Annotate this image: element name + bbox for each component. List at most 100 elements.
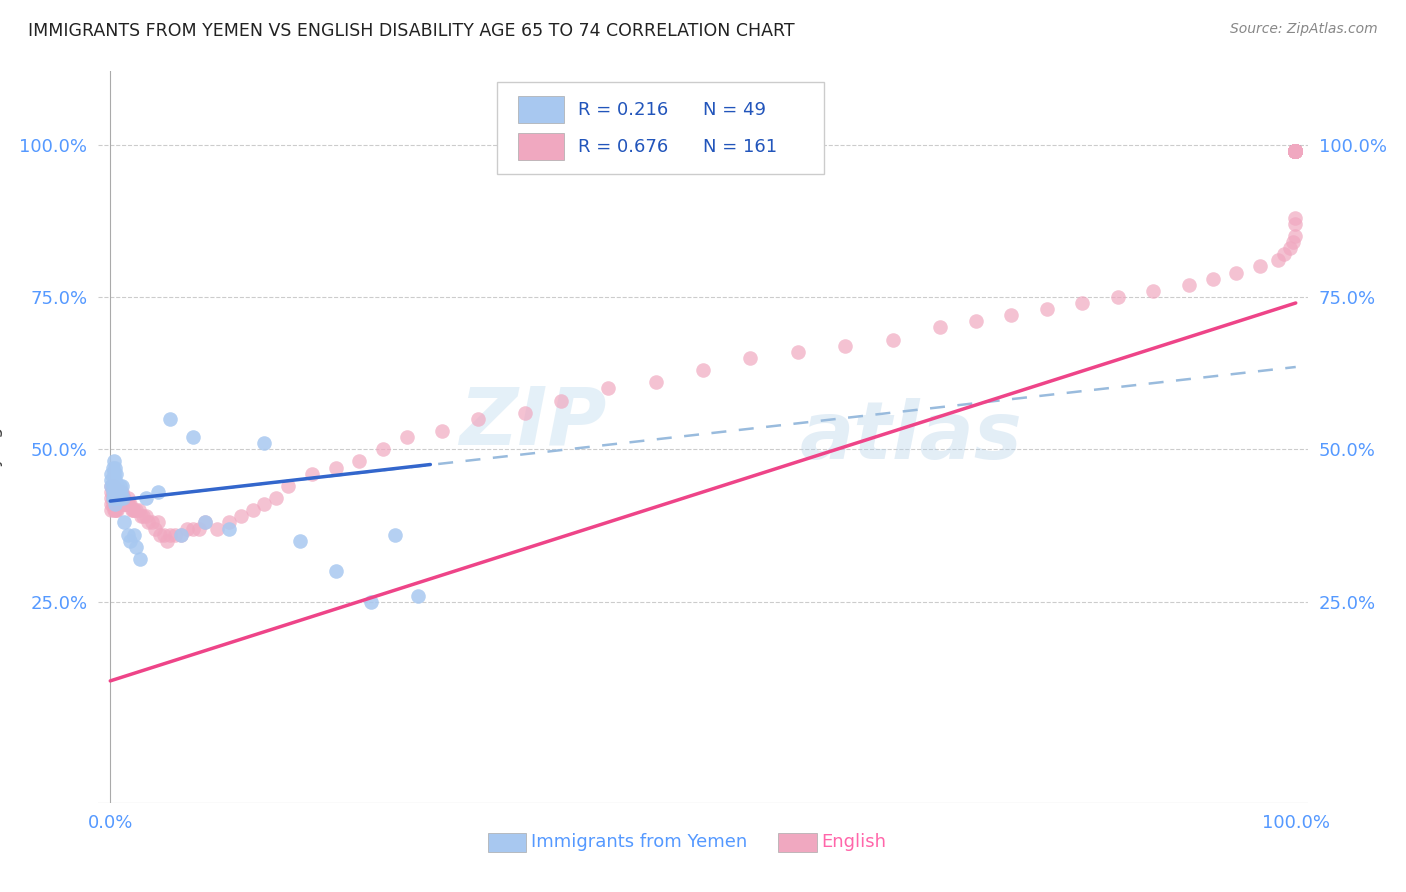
Point	[101, 497, 124, 511]
Point	[104, 460, 127, 475]
Point	[105, 491, 128, 505]
Point	[105, 485, 128, 500]
Point	[100, 467, 122, 481]
Point	[105, 485, 128, 500]
Point	[598, 381, 620, 395]
Y-axis label: Disability Age 65 to 74: Disability Age 65 to 74	[0, 334, 3, 540]
Point	[122, 503, 145, 517]
Point	[108, 479, 131, 493]
Point	[103, 503, 125, 517]
Point	[1284, 144, 1306, 158]
Point	[205, 521, 228, 535]
Point	[105, 503, 128, 517]
Point	[1284, 144, 1306, 158]
Point	[1284, 144, 1306, 158]
Point	[181, 430, 204, 444]
FancyBboxPatch shape	[498, 82, 824, 174]
Point	[1178, 277, 1201, 292]
Point	[1284, 144, 1306, 158]
Point	[152, 527, 174, 541]
FancyBboxPatch shape	[488, 833, 526, 852]
Point	[135, 509, 157, 524]
Point	[114, 497, 136, 511]
Point	[1284, 144, 1306, 158]
Point	[105, 479, 128, 493]
Point	[103, 491, 125, 505]
Point	[146, 516, 169, 530]
Point	[1000, 308, 1022, 322]
Point	[115, 497, 138, 511]
Point	[1071, 296, 1094, 310]
Point	[1284, 144, 1306, 158]
Point	[1284, 144, 1306, 158]
Point	[159, 412, 181, 426]
Point	[288, 533, 311, 548]
Point	[105, 467, 128, 481]
Text: R = 0.216: R = 0.216	[578, 101, 669, 119]
Point	[176, 521, 198, 535]
Point	[122, 527, 145, 541]
Point	[101, 479, 124, 493]
Point	[1284, 144, 1306, 158]
Point	[1284, 144, 1306, 158]
Point	[1284, 144, 1306, 158]
Point	[105, 497, 128, 511]
Point	[1284, 144, 1306, 158]
Point	[107, 491, 129, 505]
Point	[117, 497, 139, 511]
Point	[107, 485, 129, 500]
Point	[120, 497, 142, 511]
Point	[1284, 144, 1306, 158]
Point	[112, 491, 135, 505]
Point	[1142, 284, 1164, 298]
Point	[103, 485, 125, 500]
Point	[1284, 144, 1306, 158]
Point	[100, 497, 122, 511]
Point	[121, 503, 143, 517]
Point	[111, 485, 134, 500]
Point	[107, 497, 129, 511]
Point	[194, 516, 217, 530]
Point	[101, 491, 124, 505]
Point	[105, 491, 128, 505]
Point	[1284, 144, 1306, 158]
Point	[146, 485, 169, 500]
Point	[1284, 144, 1306, 158]
Point	[125, 540, 148, 554]
Point	[253, 497, 276, 511]
Point	[135, 491, 157, 505]
Point	[125, 503, 148, 517]
Point	[110, 485, 132, 500]
Point	[229, 509, 252, 524]
Point	[105, 491, 128, 505]
Point	[1036, 302, 1059, 317]
Point	[104, 503, 127, 517]
Point	[129, 552, 152, 566]
Point	[740, 351, 762, 365]
Point	[129, 509, 152, 524]
Point	[1249, 260, 1271, 274]
Point	[101, 491, 124, 505]
Point	[136, 516, 159, 530]
Point	[882, 333, 904, 347]
Point	[103, 485, 125, 500]
Point	[692, 363, 714, 377]
Point	[108, 497, 131, 511]
Point	[108, 491, 131, 505]
Point	[105, 497, 128, 511]
Point	[170, 527, 193, 541]
Point	[110, 491, 132, 505]
Point	[114, 491, 136, 505]
Point	[159, 527, 181, 541]
Text: Source: ZipAtlas.com: Source: ZipAtlas.com	[1230, 22, 1378, 37]
Point	[432, 424, 454, 438]
Point	[467, 412, 489, 426]
Point	[194, 516, 217, 530]
Text: IMMIGRANTS FROM YEMEN VS ENGLISH DISABILITY AGE 65 TO 74 CORRELATION CHART: IMMIGRANTS FROM YEMEN VS ENGLISH DISABIL…	[28, 22, 794, 40]
Point	[1284, 144, 1306, 158]
Point	[515, 406, 537, 420]
Point	[120, 533, 142, 548]
Point	[104, 491, 127, 505]
Point	[1284, 144, 1306, 158]
Point	[103, 491, 125, 505]
